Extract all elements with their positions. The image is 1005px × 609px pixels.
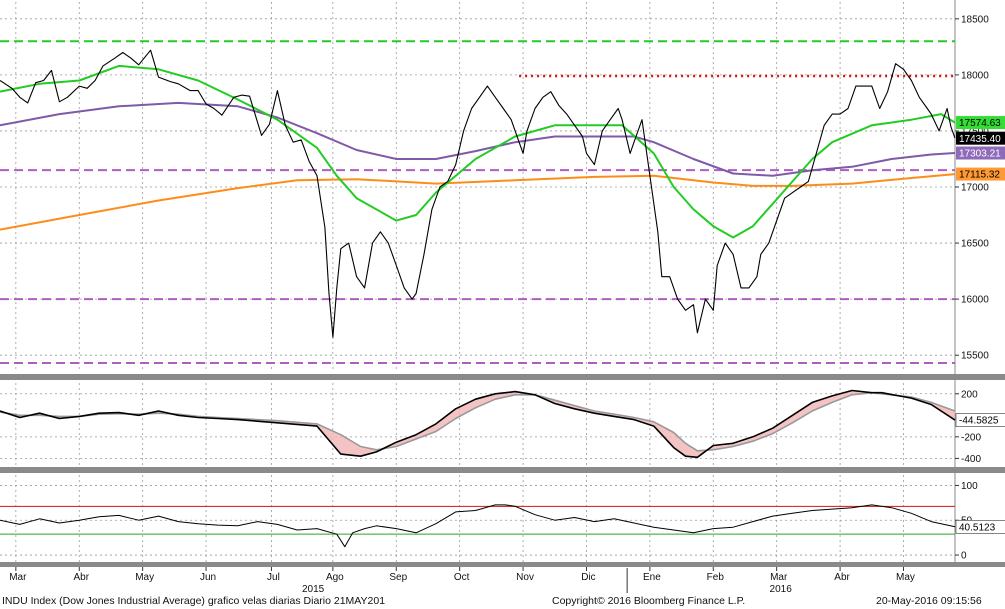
panel-separator	[0, 374, 1005, 380]
series-line-macd	[0, 389, 956, 459]
last-value-tag: -44.5825	[955, 413, 1005, 427]
x-tick-label: Dic	[581, 572, 595, 583]
y-tick-label: 18000	[961, 70, 989, 81]
last-value-tag-background	[956, 116, 1005, 130]
last-value-tag-text: -44.5825	[959, 416, 999, 427]
series-line-indu-index-dow-jones-industrial-average	[0, 49, 956, 338]
x-tick-label: May	[896, 572, 915, 583]
last-value-tag: 17115.32	[956, 167, 1005, 181]
x-axis: Mar Abr May Jun Jul Ago Sep Oct Nov Dic Ene Feb Mar A…	[9, 567, 915, 595]
last-value-tag-background	[956, 146, 1005, 160]
x-tick-label: Abr	[73, 572, 89, 583]
x-tick-label: Nov	[516, 572, 534, 583]
panel-separator	[0, 467, 1005, 473]
footer-security-description: INDU Index (Dow Jones Industrial Average…	[2, 595, 386, 607]
last-value-tag-background	[956, 167, 1005, 181]
y-tick-label: 17000	[961, 183, 989, 194]
panel-separator	[0, 562, 1005, 567]
x-year-label: 2015	[302, 584, 325, 595]
series-line-rsi	[0, 504, 956, 548]
y-tick-label: 15500	[961, 351, 989, 362]
last-value-tag-text: 17115.32	[959, 170, 1000, 181]
last-value-tag-text: 40.5123	[959, 522, 996, 533]
series-line-sma-200	[0, 173, 956, 231]
macd-panel: 200 -200 -400 -44.5825	[0, 383, 1005, 467]
x-tick-label: Jul	[267, 572, 280, 583]
y-tick-label: 16500	[961, 239, 989, 250]
y-tick-label: 100	[961, 481, 978, 492]
y-tick-label: 18500	[961, 14, 989, 25]
x-tick-label: Oct	[454, 572, 470, 583]
price-panel: 1550016000165001700017500180001850017574…	[0, 2, 1005, 372]
x-tick-label: Jun	[200, 572, 216, 583]
x-tick-label: Ene	[643, 572, 661, 583]
x-tick-label: Mar	[770, 572, 788, 583]
last-value-tag: 40.5123	[955, 520, 1005, 534]
last-value-tag-text: 17435.40	[959, 134, 1001, 145]
rsi-panel: 10050040.5123	[0, 475, 1005, 562]
x-tick-label: Mar	[9, 572, 27, 583]
series-line-sma-100	[0, 101, 956, 177]
last-value-tag: 17435.40	[956, 131, 1005, 145]
x-tick-label: May	[135, 572, 154, 583]
series-line-sma-50	[0, 64, 956, 239]
x-tick-label: Ago	[326, 572, 344, 583]
last-value-tag-background	[955, 520, 1005, 534]
last-value-tag-text: 17303.21	[959, 149, 1001, 160]
last-value-tag-background	[955, 413, 1005, 427]
last-value-tag: 17303.21	[956, 146, 1005, 160]
series-line-signal	[0, 391, 956, 452]
y-tick-label: -200	[961, 432, 981, 443]
footer-timestamp: 20-May-2016 09:15:56	[876, 595, 982, 607]
x-year-label: 2016	[770, 584, 793, 595]
y-tick-label: 16000	[961, 295, 989, 306]
last-value-tag-text: 17574.63	[959, 118, 1001, 129]
x-tick-label: Sep	[389, 572, 407, 583]
x-tick-label: Feb	[707, 572, 725, 583]
footer-copyright: Copyright© 2016 Bloomberg Finance L.P.	[552, 595, 746, 607]
macd-divergence-fill	[0, 390, 955, 458]
last-value-tag: 17574.63	[956, 116, 1005, 129]
x-tick-label: Abr	[834, 572, 850, 583]
y-tick-label: 200	[961, 389, 978, 400]
last-value-tag-background	[956, 131, 1005, 145]
y-tick-label: 0	[961, 551, 967, 562]
y-tick-label: -400	[961, 454, 981, 465]
